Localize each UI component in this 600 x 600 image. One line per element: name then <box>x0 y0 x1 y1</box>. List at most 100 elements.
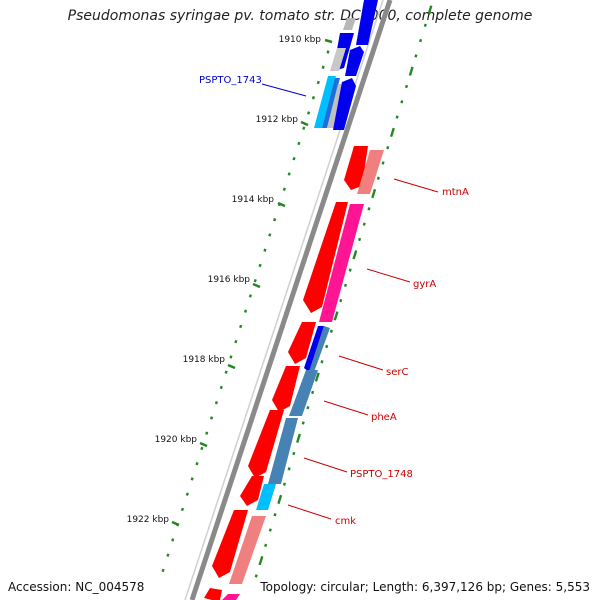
svg-text:serC: serC <box>386 367 408 378</box>
svg-text:mtnA: mtnA <box>442 187 469 198</box>
ruler-tick <box>190 477 194 481</box>
ruler-tick <box>329 329 333 333</box>
gene-feature-serC[interactable] <box>304 326 324 372</box>
ruler-tick <box>400 100 404 104</box>
ruler-tick <box>214 400 218 405</box>
ruler-tick <box>254 574 258 578</box>
ruler-tick <box>229 355 233 359</box>
topology-text: Topology: circular; Length: 6,397,126 bp… <box>260 580 590 594</box>
accession-text: Accession: NC_004578 <box>8 580 145 594</box>
gene-feature[interactable] <box>268 418 298 484</box>
ruler-tick <box>287 172 291 176</box>
gene-label-mtnA[interactable]: mtnA <box>393 178 469 198</box>
gene-feature[interactable] <box>303 202 348 313</box>
ruler-tick <box>371 188 377 199</box>
gene-feature[interactable] <box>333 78 356 130</box>
svg-text:1920 kbp: 1920 kbp <box>155 435 198 445</box>
svg-text:1910 kbp: 1910 kbp <box>279 35 322 45</box>
ruler-tick <box>234 339 238 344</box>
gene-feature[interactable] <box>222 594 240 600</box>
inner-tick-ruler <box>161 50 330 573</box>
gene-feature[interactable] <box>356 0 378 45</box>
ruler-tick <box>224 370 228 374</box>
svg-text:1914 kbp: 1914 kbp <box>232 195 275 205</box>
ruler-tick <box>248 294 252 298</box>
ruler-tick <box>427 5 433 15</box>
map-title: Pseudomonas syringae pv. tomato str. DC3… <box>67 8 533 24</box>
gene-label-PSPTO_1743[interactable]: PSPTO_1743 <box>199 75 307 97</box>
ruler-tick <box>423 23 427 27</box>
gene-feature[interactable] <box>343 18 356 30</box>
svg-text:1918 kbp: 1918 kbp <box>183 355 226 365</box>
ruler-tick <box>339 298 343 303</box>
svg-text:1922 kbp: 1922 kbp <box>127 515 170 525</box>
ruler-tick <box>395 115 399 119</box>
ruler-tick <box>292 157 296 161</box>
gene-labels: PSPTO_1743 mtnA gyrA serC pheA PSPTO_174… <box>199 75 469 527</box>
gene-feature[interactable] <box>345 46 364 76</box>
gene-label-gyrA[interactable]: gyrA <box>366 268 436 290</box>
ruler-tick <box>292 451 296 456</box>
ruler-tick <box>253 279 257 283</box>
ruler-tick <box>316 80 320 85</box>
ruler-tick <box>263 248 267 252</box>
gene-feature[interactable] <box>288 322 316 364</box>
ruler-tick <box>302 126 306 130</box>
gene-feature-cmk[interactable] <box>256 484 276 510</box>
ruler-tick <box>297 141 301 146</box>
gene-feature[interactable] <box>322 78 340 128</box>
ruler-tick <box>273 218 277 222</box>
ruler-tick <box>243 309 248 313</box>
ruler-tick <box>195 461 199 466</box>
ruler-tick <box>333 311 339 321</box>
svg-text:pheA: pheA <box>371 412 397 423</box>
ruler-tick <box>320 360 324 364</box>
svg-text:gyrA: gyrA <box>413 279 436 290</box>
gene-feature[interactable] <box>272 366 300 412</box>
scale-label: 1920 kbp <box>155 435 208 448</box>
ruler-tick <box>376 176 380 180</box>
scale-labels: 1910 kbp 1912 kbp 1914 kbp 1916 kbp 1918… <box>127 35 333 527</box>
gene-label-serC[interactable]: serC <box>338 355 408 378</box>
ruler-tick <box>311 390 315 395</box>
gene-label-PSPTO_1748[interactable]: PSPTO_1748 <box>303 457 413 480</box>
gene-feature[interactable] <box>314 76 336 128</box>
gene-feature-pheA[interactable] <box>289 370 318 416</box>
ruler-tick <box>239 324 243 329</box>
ruler-tick <box>185 492 189 496</box>
gene-feature[interactable] <box>330 48 346 71</box>
ruler-tick <box>404 84 409 89</box>
gene-feature[interactable] <box>357 150 384 194</box>
ruler-tick <box>258 263 262 268</box>
gene-feature-gyrA[interactable] <box>319 204 364 322</box>
ruler-tick <box>314 372 320 382</box>
gene-feature[interactable] <box>212 510 248 578</box>
gene-feature[interactable] <box>229 516 266 584</box>
ruler-tick <box>268 528 272 532</box>
genome-backbone <box>189 0 393 600</box>
gene-feature[interactable] <box>204 588 222 600</box>
gene-label-cmk[interactable]: cmk <box>287 504 356 527</box>
ruler-tick <box>258 555 264 566</box>
gene-feature[interactable] <box>248 410 284 478</box>
ruler-tick <box>301 421 305 425</box>
ruler-tick <box>386 145 390 150</box>
gene-label-pheA[interactable]: pheA <box>323 400 397 423</box>
scale-label: 1914 kbp <box>232 195 286 208</box>
svg-text:1916 kbp: 1916 kbp <box>208 275 251 285</box>
ruler-tick <box>200 446 204 451</box>
ruler-tick <box>389 127 395 138</box>
ruler-tick <box>352 250 358 260</box>
ruler-tick <box>358 237 362 242</box>
gene-feature[interactable] <box>309 326 330 372</box>
outer-tick-ruler <box>254 5 433 578</box>
ruler-tick <box>287 467 291 471</box>
gene-feature[interactable] <box>240 476 264 506</box>
ruler-tick <box>414 54 418 58</box>
ruler-tick <box>282 482 286 486</box>
ruler-tick <box>268 233 272 237</box>
ruler-tick <box>219 385 223 390</box>
ruler-tick <box>282 187 286 191</box>
